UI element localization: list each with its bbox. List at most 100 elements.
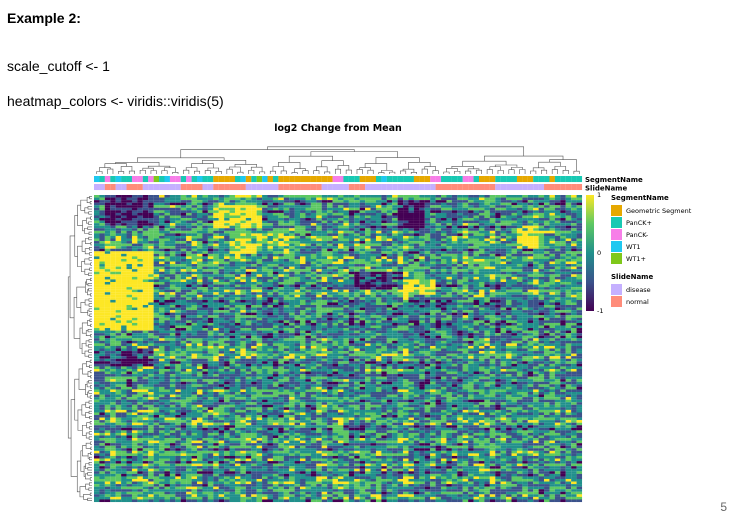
heatmap-cell [354,212,360,216]
heatmap-cell [478,307,485,311]
heatmap-cell [446,317,452,321]
slide-annotation-cell [332,184,339,191]
heatmap-cell [533,289,539,293]
heatmap-cell [94,218,100,221]
segment-annotation-cell [110,176,116,183]
heatmap-cell [94,233,100,236]
heatmap-cell [213,258,219,262]
heatmap-cell [370,299,376,303]
heatmap-cell [370,287,376,290]
heatmap-cell [310,238,317,242]
heatmap-cell [381,279,387,283]
heatmap-cell [392,238,398,242]
heatmap-cell [164,284,170,288]
heatmap-cell [419,302,425,306]
heatmap-cell [370,322,376,326]
heatmap-cell [180,202,187,206]
heatmap-cell [137,322,143,326]
heatmap-cell [538,230,545,234]
heatmap-cell [197,212,203,216]
heatmap-cell [338,200,344,203]
heatmap-cell [473,274,480,277]
heatmap-cell [121,310,127,313]
heatmap-cell [489,212,496,216]
slide-annotation-cell [310,184,317,191]
heatmap-cell [392,205,398,208]
heatmap-cell [131,212,138,216]
heatmap-cell [527,258,534,262]
heatmap-cell [131,205,138,208]
heatmap-cell [186,200,192,203]
dendrogram-branch [87,472,92,476]
heatmap-cell [397,307,404,311]
heatmap-cell [240,320,246,323]
heatmap-cell [478,264,485,267]
heatmap-cell [251,235,257,239]
heatmap-cell [294,233,301,236]
heatmap-cell [571,307,577,311]
dendrogram-branch [89,318,92,322]
heatmap-cell [565,258,572,262]
heatmap-cell [267,266,273,270]
heatmap-cell [511,289,517,293]
heatmap-cell [424,266,431,270]
heatmap-cell [272,261,279,265]
heatmap-cell [272,210,279,213]
heatmap-cell [99,248,105,252]
heatmap-cell [500,256,507,260]
heatmap-cell [403,215,409,219]
heatmap-cell [435,253,442,257]
heatmap-cell [289,264,295,267]
heatmap-cell [186,261,192,265]
heatmap-cell [462,238,469,242]
heatmap-cell [392,281,398,285]
heatmap-cell [115,289,122,293]
heatmap-cell [251,223,257,226]
heatmap-cell [468,287,474,290]
heatmap-cell [110,202,116,206]
heatmap-cell [256,317,263,321]
dendrogram-branch [88,380,92,384]
heatmap-cell [441,292,447,295]
heatmap-cell [142,246,149,249]
heatmap-cell [321,210,328,213]
heatmap-cell [321,258,328,262]
heatmap-cell [446,320,452,323]
heatmap-cell [403,320,409,323]
heatmap-cell [224,248,230,252]
heatmap-cell [283,322,290,326]
heatmap-cell [386,243,393,247]
heatmap-cell [473,284,480,288]
segment-annotation-cell [392,176,398,183]
heatmap-cell [164,305,170,308]
heatmap-cell [397,274,404,277]
heatmap-cell [430,223,436,226]
heatmap-cell [234,322,241,326]
heatmap-cell [392,271,398,275]
heatmap-cell [457,233,463,236]
heatmap-cell [348,197,355,201]
heatmap-cell [316,210,322,213]
heatmap-cell [500,292,507,295]
heatmap-cell [441,287,447,290]
heatmap-cell [516,297,523,300]
heatmap-cell [186,312,192,316]
heatmap-cell [159,205,165,208]
heatmap-cell [554,276,561,280]
heatmap-cell [186,287,192,290]
heatmap-cell [294,281,301,285]
heatmap-cell [506,215,512,219]
heatmap-cell [104,271,111,275]
heatmap-cell [495,243,501,247]
heatmap-cell [473,315,480,318]
heatmap-cell [506,322,512,326]
heatmap-cell [408,228,414,231]
heatmap-cell [446,292,452,295]
heatmap-cell [571,279,577,283]
heatmap-cell [571,315,577,318]
heatmap-cell [148,294,154,298]
heatmap-cell [180,253,187,257]
heatmap-cell [473,307,480,311]
heatmap-cell [571,202,577,206]
heatmap-cell [224,310,230,313]
